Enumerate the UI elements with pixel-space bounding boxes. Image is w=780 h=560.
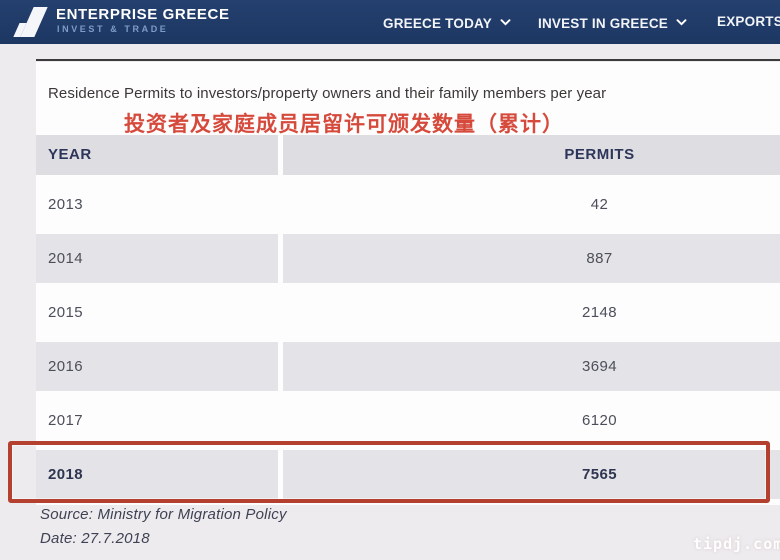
column-header-permits: PERMITS: [283, 135, 780, 175]
year-cell: 2014: [36, 234, 278, 283]
chevron-down-icon: [676, 14, 687, 29]
nav-item-invest-in-greece[interactable]: INVEST IN GREECE: [538, 14, 687, 31]
brand-title: ENTERPRISE GREECE: [56, 6, 230, 23]
column-header-year: YEAR: [36, 135, 278, 175]
permits-cell: 7565: [283, 450, 780, 499]
table-row: 2017 6120: [36, 396, 780, 445]
table-row: 2015 2148: [36, 288, 780, 337]
nav-item-label: GREECE TODAY: [383, 16, 492, 31]
nav-item-greece-today[interactable]: GREECE TODAY: [383, 14, 511, 31]
red-highlight-box: [8, 441, 770, 503]
table-row: 2014 887: [36, 234, 780, 283]
table-header-row: YEAR PERMITS: [36, 135, 780, 175]
permits-cell: 3694: [283, 342, 780, 391]
permits-cell: 42: [590, 196, 609, 213]
chinese-annotation: 投资者及家庭成员居留许可颁发数量（累计）: [124, 113, 564, 136]
date-note: Date: 27.7.2018: [40, 530, 150, 547]
table-row: 2013 42: [36, 180, 780, 229]
permits-cell: 2148: [582, 304, 617, 321]
table-title: Residence Permits to investors/property …: [48, 85, 607, 102]
permits-cell: 6120: [582, 412, 617, 429]
year-cell: 2013: [48, 196, 83, 213]
brand-subtitle: INVEST & TRADE: [57, 24, 169, 34]
watermark: tipdj.com: [693, 535, 780, 553]
nav-item-label: INVEST IN GREECE: [538, 16, 668, 31]
enterprise-greece-slash-icon: [20, 7, 48, 37]
year-cell: 2016: [36, 342, 278, 391]
chevron-down-icon: [500, 14, 511, 29]
table-row: 2016 3694: [36, 342, 780, 391]
top-navbar: ENTERPRISE GREECE INVEST & TRADE GREECE …: [0, 0, 780, 44]
year-cell: 2018: [36, 450, 278, 499]
year-cell: 2017: [48, 412, 83, 429]
card-top-border: [36, 59, 780, 61]
year-cell: 2015: [48, 304, 83, 321]
table-row-2018-highlighted: 2018 7565: [36, 450, 780, 499]
content-card: Residence Permits to investors/property …: [36, 62, 780, 505]
nav-item-exports[interactable]: EXPORTS: [717, 14, 780, 29]
permits-cell: 887: [283, 234, 780, 283]
nav-item-label: EXPORTS: [717, 14, 780, 29]
source-note: Source: Ministry for Migration Policy: [40, 506, 287, 523]
